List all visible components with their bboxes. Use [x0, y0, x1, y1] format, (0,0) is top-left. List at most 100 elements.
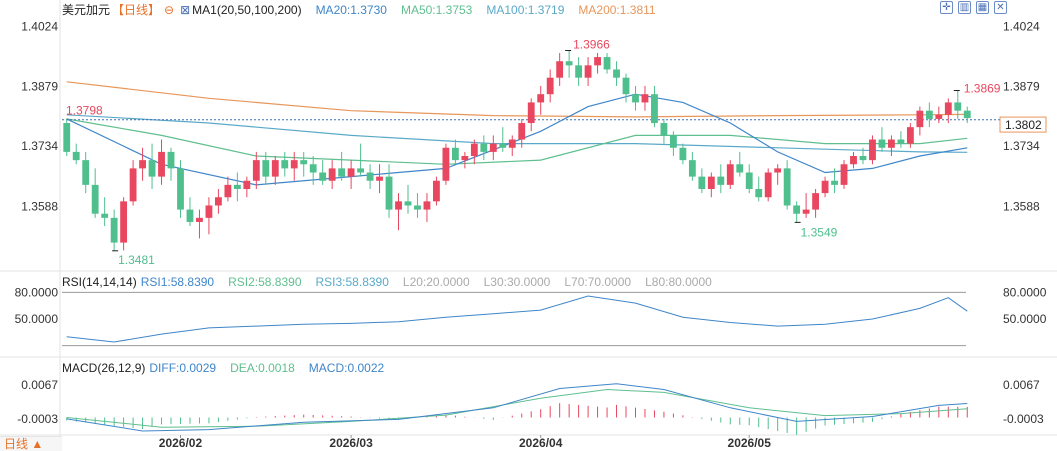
candle-body	[575, 65, 583, 78]
period-switch-button[interactable]: 日线 ▲	[0, 436, 62, 451]
y-tick-label: 1.4024	[21, 20, 58, 34]
candle-body	[764, 172, 772, 198]
candle-body	[376, 176, 383, 181]
candle-body	[679, 147, 687, 161]
candle-body	[651, 94, 658, 124]
candle-body	[831, 180, 838, 185]
candle-body	[527, 102, 535, 124]
rsi2-label: RSI2:58.8390	[228, 275, 302, 289]
main-legend: 美元加元 【日线】 ⊖ ⊠ MA1(20,50,100,200) MA20:1.3730 M…	[62, 3, 670, 17]
candle-body	[840, 164, 848, 185]
x-tick-label: 2026/02	[159, 436, 203, 450]
macd-legend: MACD(26,12,9) DIFF:0.0029 DEA:0.0018 MACD:0…	[62, 361, 398, 375]
candle-body	[916, 110, 924, 128]
ma50-line	[66, 118, 968, 165]
candle-body	[774, 168, 782, 173]
candle-body	[281, 160, 289, 169]
candle-body	[565, 61, 573, 66]
candle-body	[262, 160, 270, 177]
candle-body	[556, 61, 564, 78]
candle-body	[603, 57, 611, 70]
grid-icon[interactable]: ▦	[976, 1, 989, 14]
reference-price-label: 1.3798	[66, 104, 103, 118]
rsi-y-tick: 50.0000	[1003, 312, 1047, 326]
rsi3-label: RSI3:58.8390	[315, 275, 389, 289]
candle-body	[688, 160, 696, 177]
candle-body	[110, 217, 118, 243]
zoom-in-icon[interactable]: ✛	[940, 1, 953, 14]
candle-body	[214, 197, 222, 206]
candle-body	[821, 180, 829, 194]
candle-body	[783, 168, 791, 206]
ma200-line	[66, 81, 968, 118]
candle-body	[594, 57, 601, 66]
l30-label: L30:30.0000	[483, 275, 551, 289]
candle-body	[300, 160, 308, 165]
ma100-line	[66, 114, 968, 153]
candle-body	[271, 160, 279, 177]
candle-body	[395, 201, 402, 210]
y-tick-label: 1.3588	[1003, 199, 1040, 213]
candle-body	[878, 139, 886, 148]
ma-settings-icon[interactable]: ⊠	[180, 3, 191, 17]
candle-body	[196, 217, 203, 222]
macd-y-tick: 0.0067	[21, 378, 58, 392]
candle-body	[499, 143, 507, 148]
dea-label: DEA:0.0018	[230, 361, 295, 375]
candle-body	[328, 168, 336, 181]
candle-body	[660, 123, 668, 136]
candle-body	[451, 147, 459, 161]
candle-body	[537, 94, 545, 103]
macd-label: MACD:0.0022	[308, 361, 385, 375]
candle-body	[433, 180, 440, 202]
candle-body	[252, 160, 260, 181]
rsi-line	[66, 295, 968, 343]
period-label[interactable]: 【日线】	[112, 3, 161, 17]
candle-body	[129, 168, 137, 202]
macd-diff-line	[66, 383, 968, 432]
ma-label: MA1(20,50,100,200)	[192, 3, 302, 17]
candle-body	[888, 139, 895, 148]
x-tick-label: 2026/05	[728, 436, 772, 450]
candle-body	[167, 151, 175, 169]
l80-label: L80:80.0000	[645, 275, 712, 289]
last-price-label: 1.3802	[1005, 118, 1042, 132]
candle-body	[470, 143, 478, 157]
candle-body	[812, 193, 820, 210]
candle-body	[120, 201, 128, 243]
candle-body	[177, 168, 184, 210]
candle-body	[632, 94, 639, 103]
candle-body	[489, 143, 497, 152]
candle-body	[850, 156, 857, 165]
candle-body	[91, 184, 99, 214]
candle-body	[414, 205, 421, 210]
macd-y-tick: 0.0067	[1003, 378, 1040, 392]
candle-body	[243, 180, 251, 189]
candle-body	[641, 94, 649, 103]
zoom-out-icon[interactable]: ⊖	[164, 3, 175, 17]
candle-body	[869, 139, 876, 161]
close-icon[interactable]: ✕	[994, 1, 1007, 14]
candle-body	[224, 184, 232, 198]
candle-body	[101, 213, 109, 218]
candle-body	[233, 184, 241, 189]
candle-body	[366, 172, 374, 181]
macd-title: MACD(26,12,9)	[62, 361, 146, 375]
candle-body	[935, 114, 943, 119]
ma20-value: MA20:1.3730	[315, 3, 387, 17]
rsi-title: RSI(14,14,14)	[62, 275, 137, 289]
last-price-box	[999, 116, 1047, 133]
candle-body	[442, 147, 450, 181]
ma200-value: MA200:1.3811	[578, 3, 656, 17]
macd-y-tick: -0.0003	[1003, 412, 1044, 426]
candle-body	[158, 151, 165, 177]
ma20-line	[66, 93, 968, 186]
y-tick-label: 1.3734	[21, 139, 58, 153]
layout-icon[interactable]: ▥	[958, 1, 971, 14]
candle-body	[726, 164, 734, 185]
candle-body	[319, 172, 327, 181]
rsi-y-tick: 80.0000	[15, 285, 59, 299]
candle-body	[717, 176, 725, 185]
candle-body	[148, 160, 156, 177]
